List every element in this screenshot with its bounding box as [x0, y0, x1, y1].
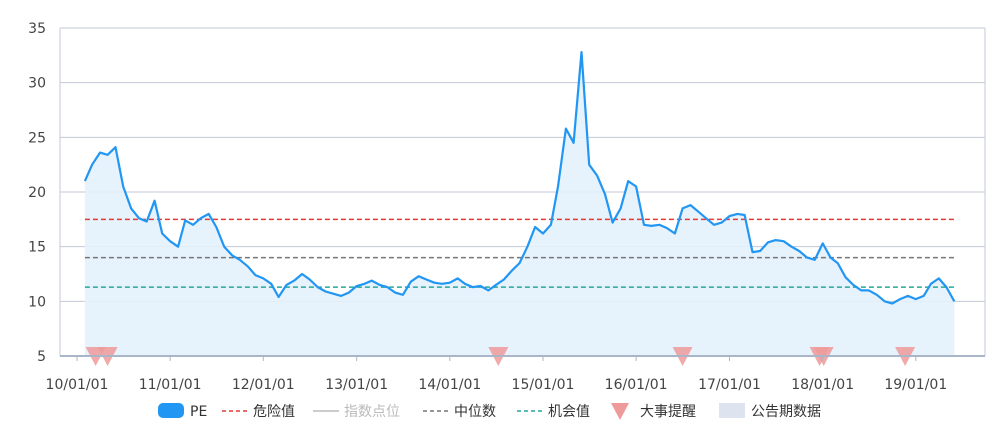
x-tick-label: 14/01/01 [418, 377, 481, 393]
legend: PE 危险值 指数点位 中位数 机会值 大事提醒 [158, 403, 821, 420]
legend-events-label: 大事提醒 [640, 404, 696, 420]
pe-area [84, 52, 955, 356]
y-tick-label: 15 [28, 240, 46, 256]
y-tick-label: 30 [28, 76, 46, 92]
legend-pe-swatch [158, 403, 184, 418]
pe-line [83, 51, 956, 305]
legend-item-pe[interactable]: PE [158, 403, 207, 420]
x-tick-label: 11/01/01 [139, 377, 202, 393]
legend-item-index-points[interactable]: 指数点位 [313, 404, 400, 420]
legend-pe-label: PE [190, 404, 207, 420]
legend-announcement-swatch [719, 403, 745, 418]
legend-index-label: 指数点位 [344, 404, 400, 420]
y-tick-label: 35 [28, 21, 46, 37]
y-tick-label: 25 [28, 130, 46, 146]
x-tick-label: 10/01/01 [46, 377, 109, 393]
legend-events-swatch [611, 403, 629, 420]
x-tick-label: 15/01/01 [512, 377, 575, 393]
legend-announcement-label: 公告期数据 [751, 404, 821, 420]
legend-item-events[interactable]: 大事提醒 [611, 403, 696, 420]
pe-series-line [83, 51, 956, 305]
legend-item-danger[interactable]: 危险值 [222, 404, 295, 420]
legend-item-announcement[interactable]: 公告期数据 [719, 403, 821, 420]
x-tick-label: 19/01/01 [884, 377, 947, 393]
x-tick-label: 18/01/01 [791, 377, 854, 393]
y-tick-label: 5 [37, 349, 46, 365]
axes: 5 10 15 20 25 30 35 10/01/01 11/01/01 12/01/01 13/… [28, 21, 986, 393]
pe-area-fill [84, 52, 955, 356]
legend-opportunity-label: 机会值 [548, 404, 590, 420]
legend-item-opportunity[interactable]: 机会值 [517, 404, 590, 420]
y-tick-label: 10 [28, 294, 46, 310]
legend-item-median[interactable]: 中位数 [423, 404, 496, 420]
legend-danger-label: 危险值 [253, 404, 295, 420]
y-tick-label: 20 [28, 185, 46, 201]
legend-median-label: 中位数 [454, 404, 496, 420]
x-tick-label: 17/01/01 [698, 377, 761, 393]
x-tick-label: 16/01/01 [605, 377, 668, 393]
x-tick-label: 12/01/01 [232, 377, 295, 393]
x-tick-label: 13/01/01 [325, 377, 388, 393]
